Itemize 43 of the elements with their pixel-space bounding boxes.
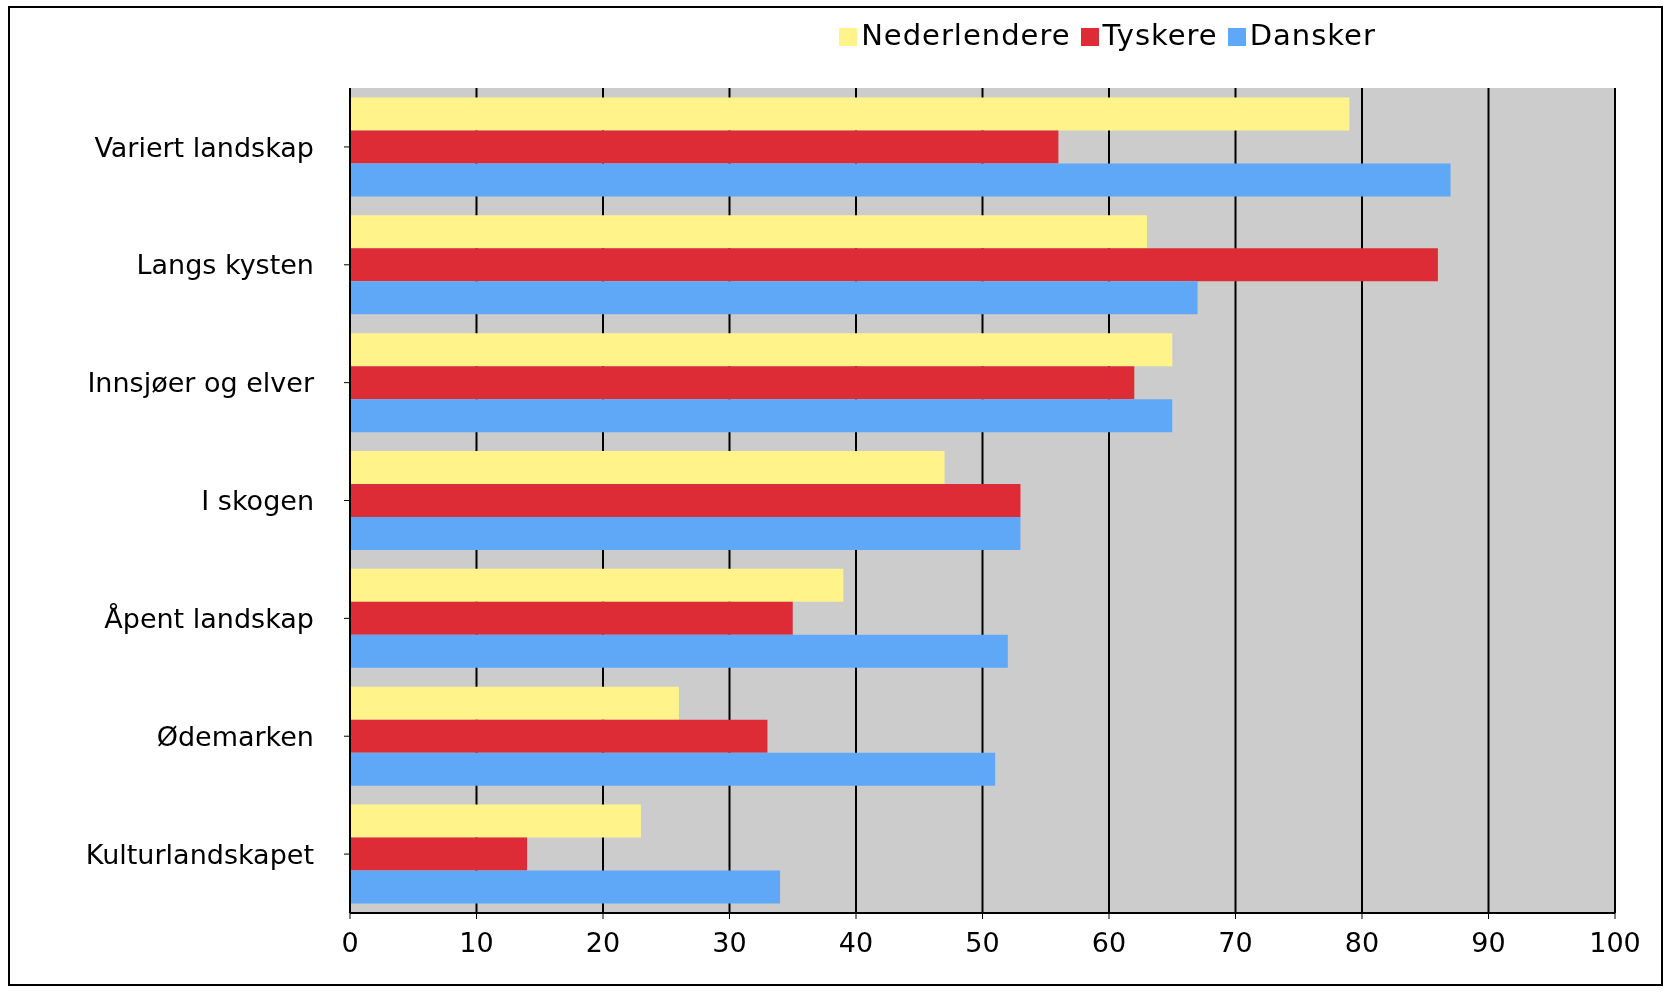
legend-label: Dansker (1249, 18, 1376, 52)
bar (350, 248, 1438, 282)
x-tick-label: 90 (1471, 927, 1506, 959)
legend-label: Tyskere (1102, 18, 1218, 52)
x-tick-label: 50 (965, 927, 1000, 959)
bar (350, 719, 768, 753)
y-tick-label: Kulturlandskapet (85, 838, 314, 870)
bar (350, 634, 1008, 668)
y-tick-label: Innsjøer og elver (87, 367, 315, 399)
x-tick-label: 60 (1091, 927, 1127, 959)
bar (350, 130, 1059, 164)
x-tick-label: 80 (1344, 927, 1380, 959)
bar (350, 484, 1021, 517)
bar (350, 333, 1173, 367)
x-tick-label: 0 (341, 927, 359, 959)
bar (350, 870, 781, 904)
bar (350, 601, 793, 635)
y-tick-label: Langs kysten (136, 249, 314, 281)
bar (350, 752, 996, 786)
bar (350, 837, 528, 871)
bar (350, 215, 1147, 249)
bar (350, 804, 641, 838)
bar (350, 686, 679, 720)
x-tick-label: 40 (838, 927, 874, 959)
x-tick-label: 20 (585, 927, 621, 959)
bar (350, 97, 1350, 131)
legend-label: Nederlendere (861, 18, 1071, 52)
bar (350, 163, 1451, 197)
y-tick-label: Ødemarken (156, 720, 314, 752)
bar (350, 366, 1135, 400)
x-tick-label: 30 (712, 927, 747, 959)
bar (350, 451, 945, 484)
x-tick-label: 100 (1589, 927, 1641, 959)
bar (350, 281, 1198, 315)
bar (350, 399, 1173, 433)
bar (350, 517, 1021, 550)
y-tick-label: Åpent landskap (104, 602, 314, 634)
y-tick-label: Variert landskap (94, 131, 314, 163)
x-tick-label: 70 (1218, 927, 1253, 959)
x-tick-label: 10 (459, 927, 494, 959)
bar (350, 568, 844, 602)
y-tick-label: I skogen (201, 485, 314, 517)
chart-frame: Nederlendere Tyskere Dansker 0 10 20 30 40 50 60 70 80 90 100 Variert landskap Langs kysten Innsjøer og elver I skogen Åpent landskap Ødemarken Kulturlandskapet (8, 6, 1663, 986)
